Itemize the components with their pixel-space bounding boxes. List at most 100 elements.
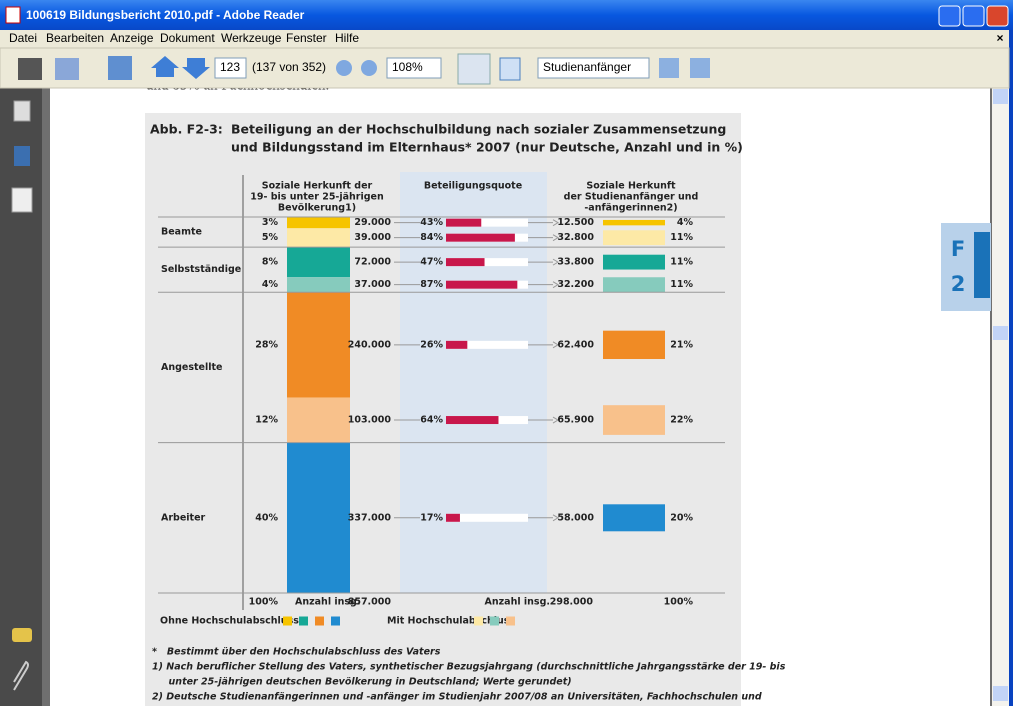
figure-title: Beteiligung an der Hochschulbildung nach… bbox=[231, 122, 726, 137]
column-header: 19- bis unter 25-jährigen bbox=[250, 192, 384, 203]
population-label: 240.000 bbox=[348, 339, 392, 350]
scroll-down[interactable] bbox=[993, 686, 1008, 701]
quota-label: 87% bbox=[420, 279, 443, 290]
quota-bar bbox=[446, 280, 518, 289]
document-area: und 85% an Fachhochschulen. Abb. F2-3: B… bbox=[0, 77, 1013, 706]
quota-bar bbox=[446, 233, 515, 242]
maximize-button[interactable] bbox=[962, 5, 985, 27]
population-share-label: 12% bbox=[255, 415, 278, 426]
students-label: 32.800 bbox=[557, 232, 594, 243]
arrow-head bbox=[552, 514, 559, 522]
student-bar bbox=[603, 405, 665, 435]
menu-item[interactable]: Werkzeuge bbox=[221, 31, 282, 45]
population-bar bbox=[287, 247, 350, 278]
scroll-thumb[interactable] bbox=[993, 326, 1008, 340]
side-tab-letter: F bbox=[951, 237, 965, 261]
arrow-head bbox=[552, 219, 559, 227]
legend-swatch bbox=[283, 616, 292, 626]
quota-bar bbox=[446, 513, 460, 522]
quota-bar bbox=[446, 218, 482, 227]
quota-bar bbox=[446, 258, 485, 267]
arrow-head bbox=[552, 234, 559, 242]
total-label: 100% bbox=[249, 597, 279, 608]
arrow-head bbox=[552, 281, 559, 289]
pages-icon[interactable] bbox=[13, 100, 31, 122]
menu-bar bbox=[0, 30, 1009, 48]
prev-page[interactable] bbox=[151, 56, 179, 77]
doc-close[interactable]: × bbox=[996, 31, 1003, 45]
student-bar bbox=[603, 230, 665, 246]
legend-label: Mit Hochschulabschluss bbox=[387, 616, 515, 627]
bookmarks-icon[interactable] bbox=[14, 146, 30, 166]
close-button[interactable] bbox=[986, 5, 1009, 27]
scroll-up[interactable] bbox=[993, 89, 1008, 104]
quota-label: 43% bbox=[420, 217, 443, 228]
clip-icon[interactable] bbox=[13, 660, 29, 691]
zoom-in[interactable] bbox=[361, 60, 377, 76]
find-next[interactable] bbox=[690, 58, 710, 78]
arrow-head bbox=[552, 341, 559, 349]
menu-item[interactable]: Dokument bbox=[160, 31, 215, 45]
search-text: Studienanfänger bbox=[543, 60, 631, 74]
population-bar bbox=[287, 442, 350, 593]
students-label: 62.400 bbox=[557, 339, 594, 350]
population-bar bbox=[287, 292, 350, 398]
comments-icon[interactable] bbox=[12, 628, 32, 642]
next-page[interactable] bbox=[182, 58, 210, 79]
zoom-input[interactable] bbox=[386, 57, 442, 79]
quota-track bbox=[446, 513, 528, 522]
scrollbar[interactable] bbox=[992, 88, 1009, 706]
student-share-label: 11% bbox=[670, 279, 693, 290]
quota-track bbox=[446, 340, 528, 349]
search-input[interactable] bbox=[537, 57, 650, 79]
population-bar bbox=[287, 397, 350, 443]
figure-label: Abb. F2-3: bbox=[150, 122, 223, 137]
menu-item[interactable]: Hilfe bbox=[335, 31, 359, 45]
quota-label: 64% bbox=[420, 415, 443, 426]
window-title: 100619 Bildungsbericht 2010.pdf - Adobe … bbox=[26, 8, 305, 22]
footnote: * Bestimmt über den Hochschulabschluss d… bbox=[152, 647, 441, 658]
fit-page[interactable] bbox=[499, 57, 521, 81]
student-share-label: 11% bbox=[670, 257, 693, 268]
column-header: der Studienanfänger und bbox=[564, 192, 699, 203]
menu: Datei Bearbeiten Anzeige Dokument Werkzeuge F… bbox=[9, 31, 359, 45]
students-label: 58.000 bbox=[557, 512, 594, 523]
total-label: Anzahl insg. bbox=[295, 597, 360, 608]
student-bar bbox=[603, 254, 665, 270]
quota-track bbox=[446, 218, 528, 227]
fit-width[interactable] bbox=[457, 53, 491, 85]
student-bar bbox=[603, 330, 665, 360]
print-button[interactable] bbox=[18, 58, 42, 80]
menu-item[interactable]: Fenster bbox=[286, 31, 327, 45]
legend-swatch bbox=[331, 616, 340, 626]
page-number: 123 bbox=[220, 60, 240, 74]
page-input[interactable] bbox=[214, 57, 247, 79]
search-button[interactable] bbox=[108, 56, 132, 80]
menu-item[interactable]: Datei bbox=[9, 31, 37, 45]
find-prev[interactable] bbox=[659, 58, 679, 78]
arrow-head bbox=[552, 416, 559, 424]
population-bar bbox=[287, 217, 350, 229]
minimize-button[interactable] bbox=[938, 5, 961, 27]
attachments-pdf-icon[interactable] bbox=[11, 187, 33, 213]
window-border bbox=[1009, 30, 1013, 706]
population-bar bbox=[287, 277, 350, 293]
zoom-out[interactable] bbox=[336, 60, 352, 76]
quota-bar bbox=[446, 416, 499, 425]
population-label: 337.000 bbox=[348, 512, 392, 523]
population-label: 37.000 bbox=[354, 279, 391, 290]
column-header: Beteiligungsquote bbox=[424, 181, 522, 192]
legend-swatch bbox=[506, 616, 515, 626]
menu-item[interactable]: Anzeige bbox=[110, 31, 154, 45]
app-icon bbox=[5, 6, 21, 24]
legend-swatch bbox=[490, 616, 499, 626]
menu-item[interactable]: Bearbeiten bbox=[46, 31, 104, 45]
column-header: Soziale Herkunft der bbox=[262, 181, 373, 192]
column-header: Soziale Herkunft bbox=[586, 181, 676, 192]
total-value: 298.000 bbox=[550, 597, 594, 608]
email-button[interactable] bbox=[55, 58, 79, 80]
legend-swatch bbox=[315, 616, 324, 626]
population-label: 103.000 bbox=[348, 415, 392, 426]
quota-label: 84% bbox=[420, 232, 443, 243]
arrow-head bbox=[552, 258, 559, 266]
